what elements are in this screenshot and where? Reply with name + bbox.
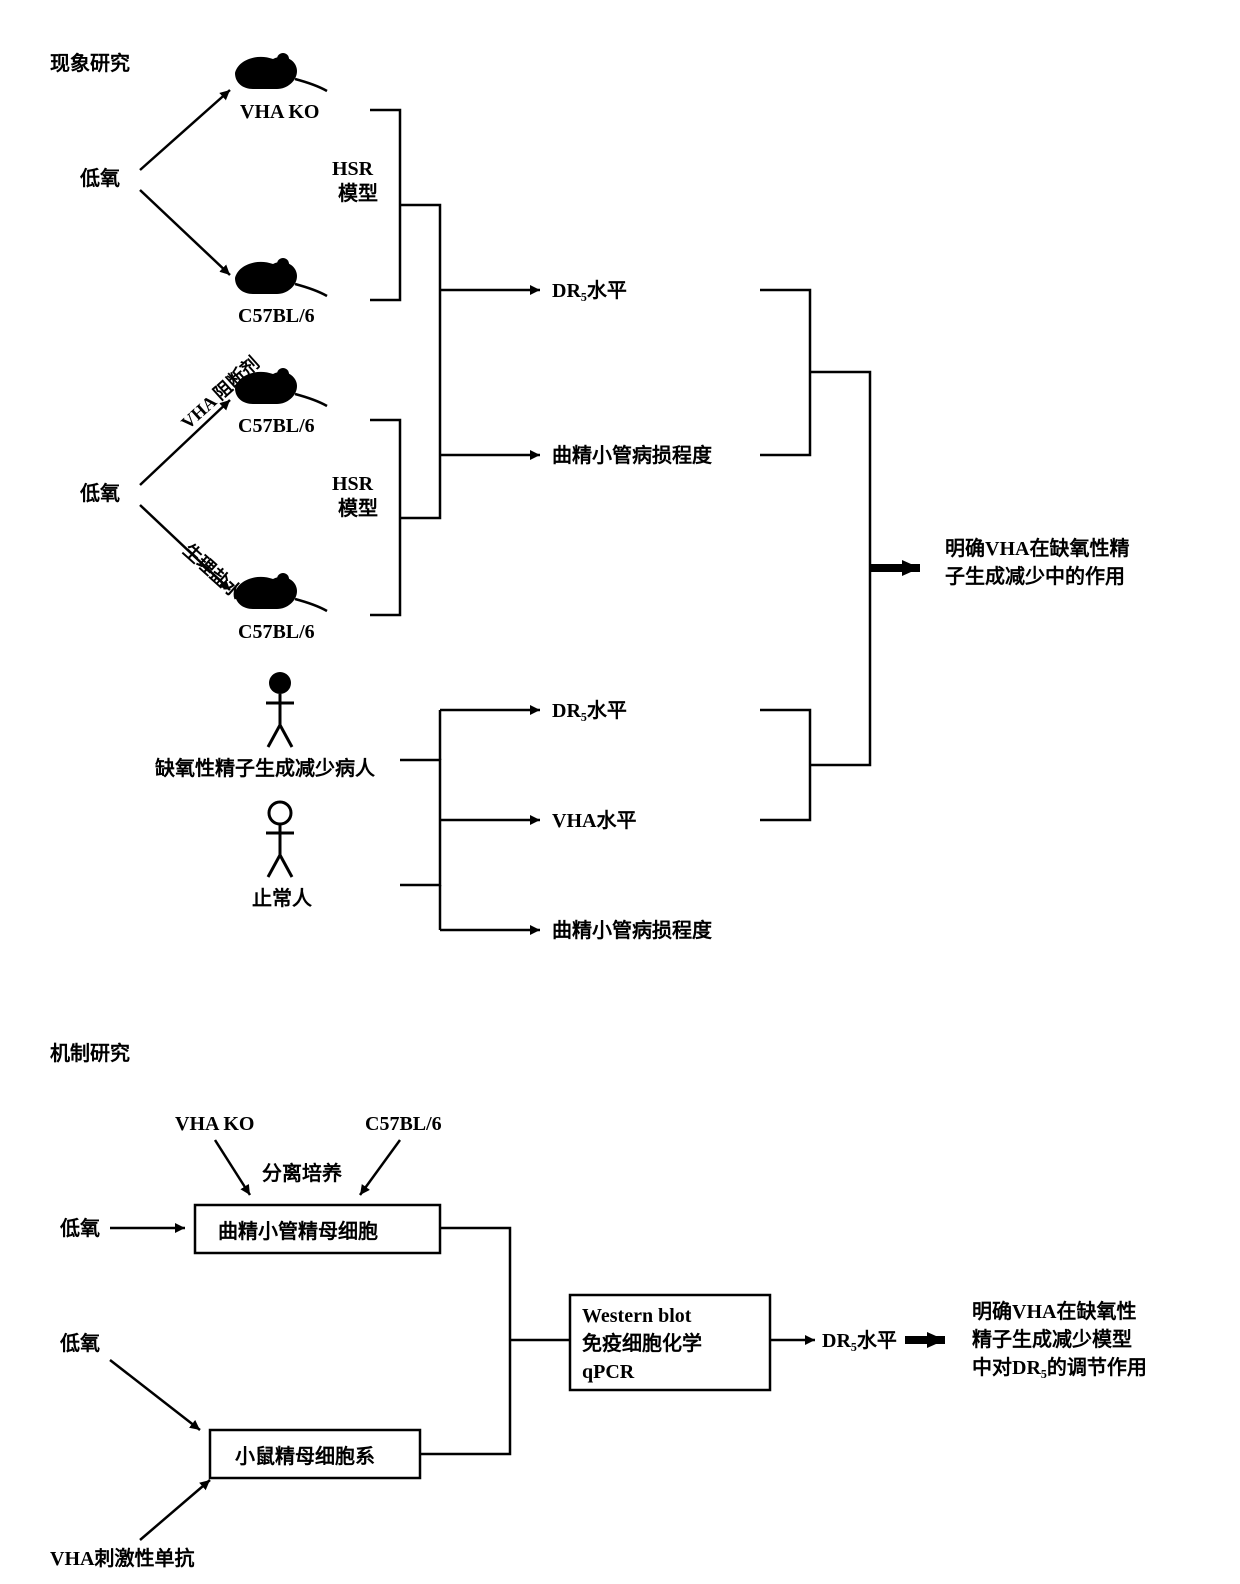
mouse4-label: C57BL/6 <box>238 621 315 643</box>
output3-label: DR₅水平 <box>552 699 627 722</box>
methods-line1: Western blot <box>582 1305 692 1327</box>
hsr-model2-line2: 模型 <box>338 496 378 520</box>
output4-label: VHA水平 <box>552 809 636 832</box>
methods-line3: qPCR <box>582 1361 635 1383</box>
s2-culture: 分离培养 <box>262 1161 342 1185</box>
mouse4-icon <box>235 573 327 611</box>
s2-vhako: VHA KO <box>175 1113 254 1135</box>
bracket-outputs12 <box>760 290 810 455</box>
bracket-join-models <box>400 205 440 518</box>
normal-icon <box>266 802 294 877</box>
box2-label: 小鼠精母细胞系 <box>235 1444 375 1468</box>
edge-hypoxia-box2 <box>110 1360 200 1430</box>
output5-label: 曲精小管病损程度 <box>552 918 713 942</box>
conclusion2-line3: 中对DR₅的调节作用 <box>972 1355 1147 1379</box>
methods-line2: 免疫细胞化学 <box>582 1331 702 1355</box>
s2-hypoxia2: 低氧 <box>59 1331 100 1355</box>
patient-label: 缺氧性精子生成减少病人 <box>155 756 376 780</box>
bracket-grand <box>810 372 870 765</box>
hsr-model2-line1: HSR <box>332 473 374 495</box>
section2-title: 机制研究 <box>50 1041 130 1065</box>
mouse1-icon <box>235 53 327 91</box>
output2-label: 曲精小管病损程度 <box>552 443 713 467</box>
mouse3-label: C57BL/6 <box>238 415 315 437</box>
conclusion1-line1: 明确VHA在缺氧性精 <box>945 536 1129 560</box>
hsr-model1-line2: 模型 <box>338 181 378 205</box>
s2-hypoxia1: 低氧 <box>59 1216 100 1240</box>
edge-c57-box1 <box>360 1140 400 1195</box>
hypoxia1-label: 低氧 <box>79 166 120 190</box>
conclusion1-line2: 子生成减少中的作用 <box>945 564 1125 588</box>
hsr-model1-line1: HSR <box>332 158 374 180</box>
mouse1-label: VHA KO <box>240 101 319 123</box>
edge-vhastim-box2 <box>140 1480 210 1540</box>
patient-icon <box>266 672 294 747</box>
s2-c57: C57BL/6 <box>365 1113 442 1135</box>
hypoxia2-label: 低氧 <box>79 481 120 505</box>
conclusion2-line2: 精子生成减少模型 <box>972 1327 1132 1351</box>
normal-label: 止常人 <box>252 887 313 910</box>
edge-hypoxia1-mouse2 <box>140 190 230 275</box>
bracket1 <box>370 110 400 300</box>
mouse2-icon <box>235 258 327 296</box>
edge-hypoxia1-mouse1 <box>140 90 230 170</box>
conclusion2-line1: 明确VHA在缺氧性 <box>972 1299 1136 1323</box>
edge-vhako-box1 <box>215 1140 250 1195</box>
output1-label: DR₅水平 <box>552 279 627 302</box>
bracket-boxes12 <box>420 1228 510 1454</box>
box1-label: 曲精小管精母细胞 <box>218 1219 378 1243</box>
s2-vhastim: VHA刺激性单抗 <box>50 1546 194 1570</box>
section1-title: 现象研究 <box>50 51 130 75</box>
bracket-outputs34 <box>760 710 810 820</box>
s2-dr5: DR₅水平 <box>822 1329 897 1352</box>
bracket-patients <box>400 760 440 885</box>
mouse2-label: C57BL/6 <box>238 305 315 327</box>
